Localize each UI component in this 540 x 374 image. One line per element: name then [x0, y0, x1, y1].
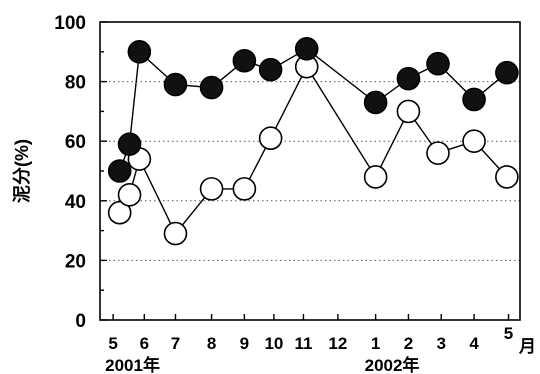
open-point: [495, 165, 519, 189]
filled-point: [127, 39, 152, 64]
open-point: [199, 177, 224, 201]
filled-point: [462, 87, 486, 112]
open-point: [426, 141, 450, 165]
open-point: [117, 183, 142, 207]
open-point: [163, 221, 188, 246]
open-point: [363, 165, 388, 189]
grid-layer: [100, 81, 520, 261]
filled-point: [258, 57, 283, 82]
filled-point: [426, 51, 450, 76]
x-unit-label: 月: [518, 337, 536, 356]
x-tick-label: 12: [328, 334, 347, 353]
filled-point: [107, 159, 132, 183]
x-tick-label: 5: [504, 324, 513, 343]
filled-point: [363, 90, 388, 115]
x-tick-label: 1: [371, 334, 380, 353]
x-tick-label: 3: [437, 334, 446, 353]
filled-point: [232, 48, 257, 73]
open-point: [396, 99, 421, 124]
y-tick-label: 0: [75, 311, 86, 332]
open-point: [258, 126, 283, 151]
y-axis-label: 泥分(%): [11, 139, 32, 203]
filled-point: [396, 66, 421, 91]
x-tick-label: 9: [240, 334, 249, 353]
filled-point: [294, 37, 319, 61]
y-tick-label: 80: [65, 73, 86, 94]
year-label: 2001年: [105, 355, 160, 374]
filled-point: [495, 60, 519, 85]
open-point: [232, 177, 257, 201]
filled-point: [163, 72, 188, 97]
x-tick-label: 7: [171, 334, 180, 353]
y-tick-label: 60: [65, 132, 86, 153]
x-tick-label: 8: [207, 334, 216, 353]
y-tick-label: 40: [65, 192, 86, 213]
x-tick-label: 2: [404, 334, 413, 353]
y-tick-label: 20: [65, 251, 86, 272]
filled-point: [117, 132, 142, 156]
marker-layer: [107, 37, 519, 246]
filled-point: [199, 75, 224, 100]
x-tick-label: 5: [108, 334, 117, 353]
year-label: 2002年: [365, 355, 420, 374]
axis-layer: [99, 21, 521, 321]
open-point: [107, 200, 132, 225]
x-tick-label: 10: [264, 334, 283, 353]
y-tick-label: 100: [54, 13, 86, 34]
open-point: [462, 129, 486, 153]
x-tick-label: 11: [294, 334, 312, 353]
x-tick-label: 4: [469, 334, 479, 353]
x-tick-label: 6: [140, 334, 149, 353]
